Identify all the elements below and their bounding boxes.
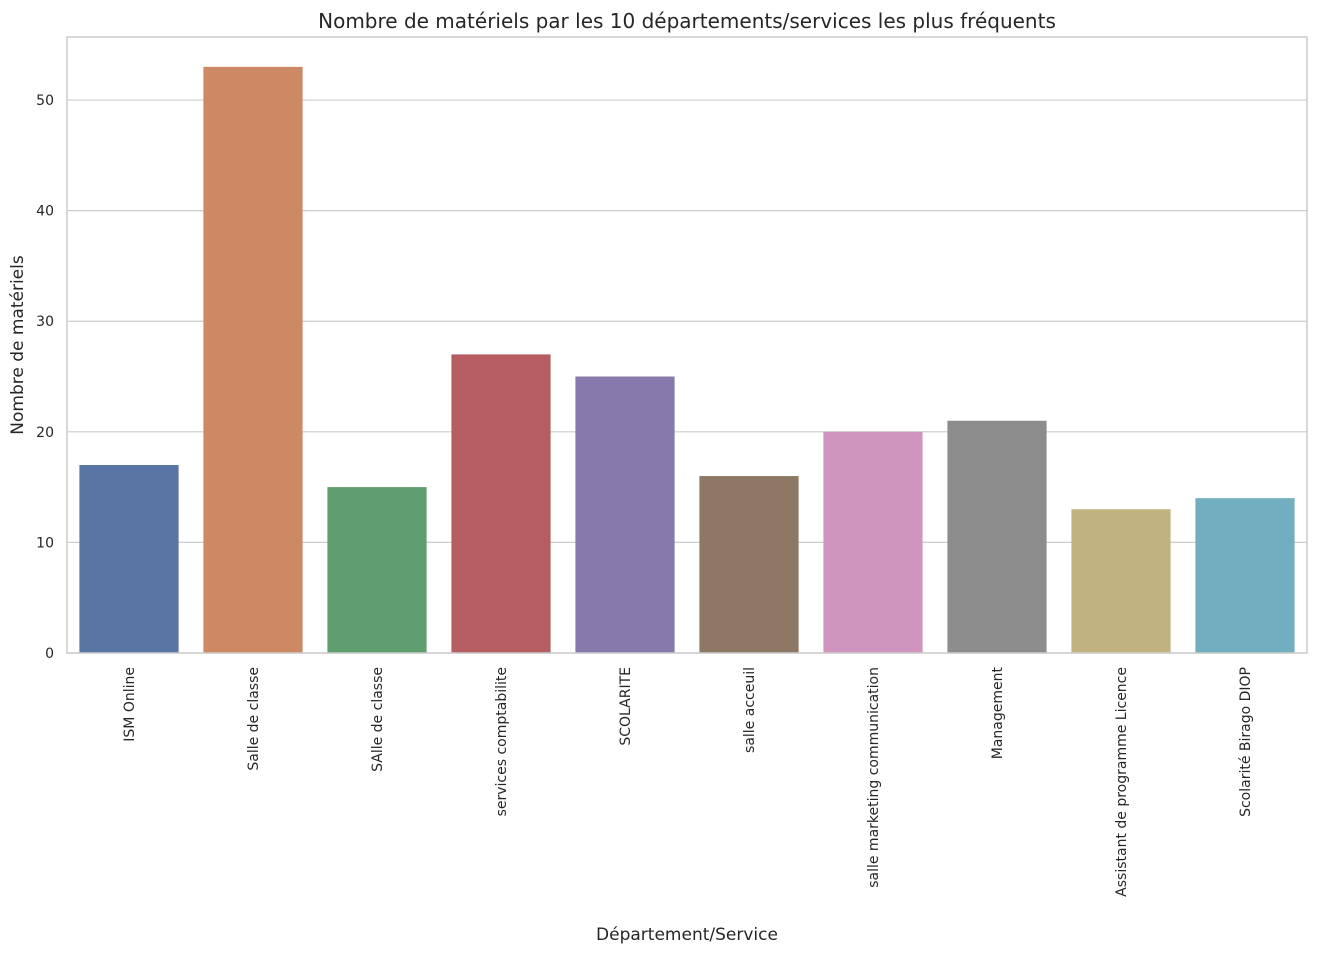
chart-title: Nombre de matériels par les 10 départeme… — [318, 9, 1056, 33]
bar — [79, 464, 179, 653]
x-axis-label: Département/Service — [596, 925, 778, 945]
y-tick-label: 20 — [36, 425, 54, 441]
x-tick-label: SAlle de classe — [370, 667, 386, 772]
y-tick-label: 10 — [36, 535, 54, 551]
y-axis-label: Nombre de matériels — [8, 255, 28, 435]
x-tick-label: ISM Online — [122, 667, 138, 742]
y-tick-label: 30 — [36, 314, 54, 330]
x-tick-label: Salle de classe — [246, 667, 262, 771]
bars — [79, 66, 1295, 653]
x-tick-label: Management — [990, 667, 1006, 760]
x-tick-label: services comptabilite — [494, 667, 510, 816]
bar — [1195, 498, 1295, 653]
y-axis-ticks: 0 10 20 30 40 50 — [36, 93, 54, 662]
bar — [823, 431, 923, 653]
bar — [451, 354, 551, 653]
x-tick-label: salle acceuil — [742, 667, 758, 753]
y-tick-label: 40 — [36, 204, 54, 220]
x-tick-label: SCOLARITE — [618, 667, 634, 746]
bar — [699, 476, 799, 653]
bar — [1071, 509, 1171, 653]
x-tick-label: Scolarité Birago DIOP — [1238, 667, 1254, 817]
bar — [947, 420, 1047, 653]
x-tick-label: salle marketing communication — [866, 667, 882, 888]
bar — [327, 487, 427, 653]
bar — [203, 66, 303, 653]
y-tick-label: 0 — [45, 646, 54, 662]
x-axis-ticks: ISM Online Salle de classe SAlle de classe… — [122, 667, 1254, 897]
plot-frame — [66, 36, 1308, 654]
bar — [575, 376, 675, 653]
x-tick-label: Assistant de programme Licence — [1114, 667, 1130, 897]
y-tick-label: 50 — [36, 93, 54, 109]
